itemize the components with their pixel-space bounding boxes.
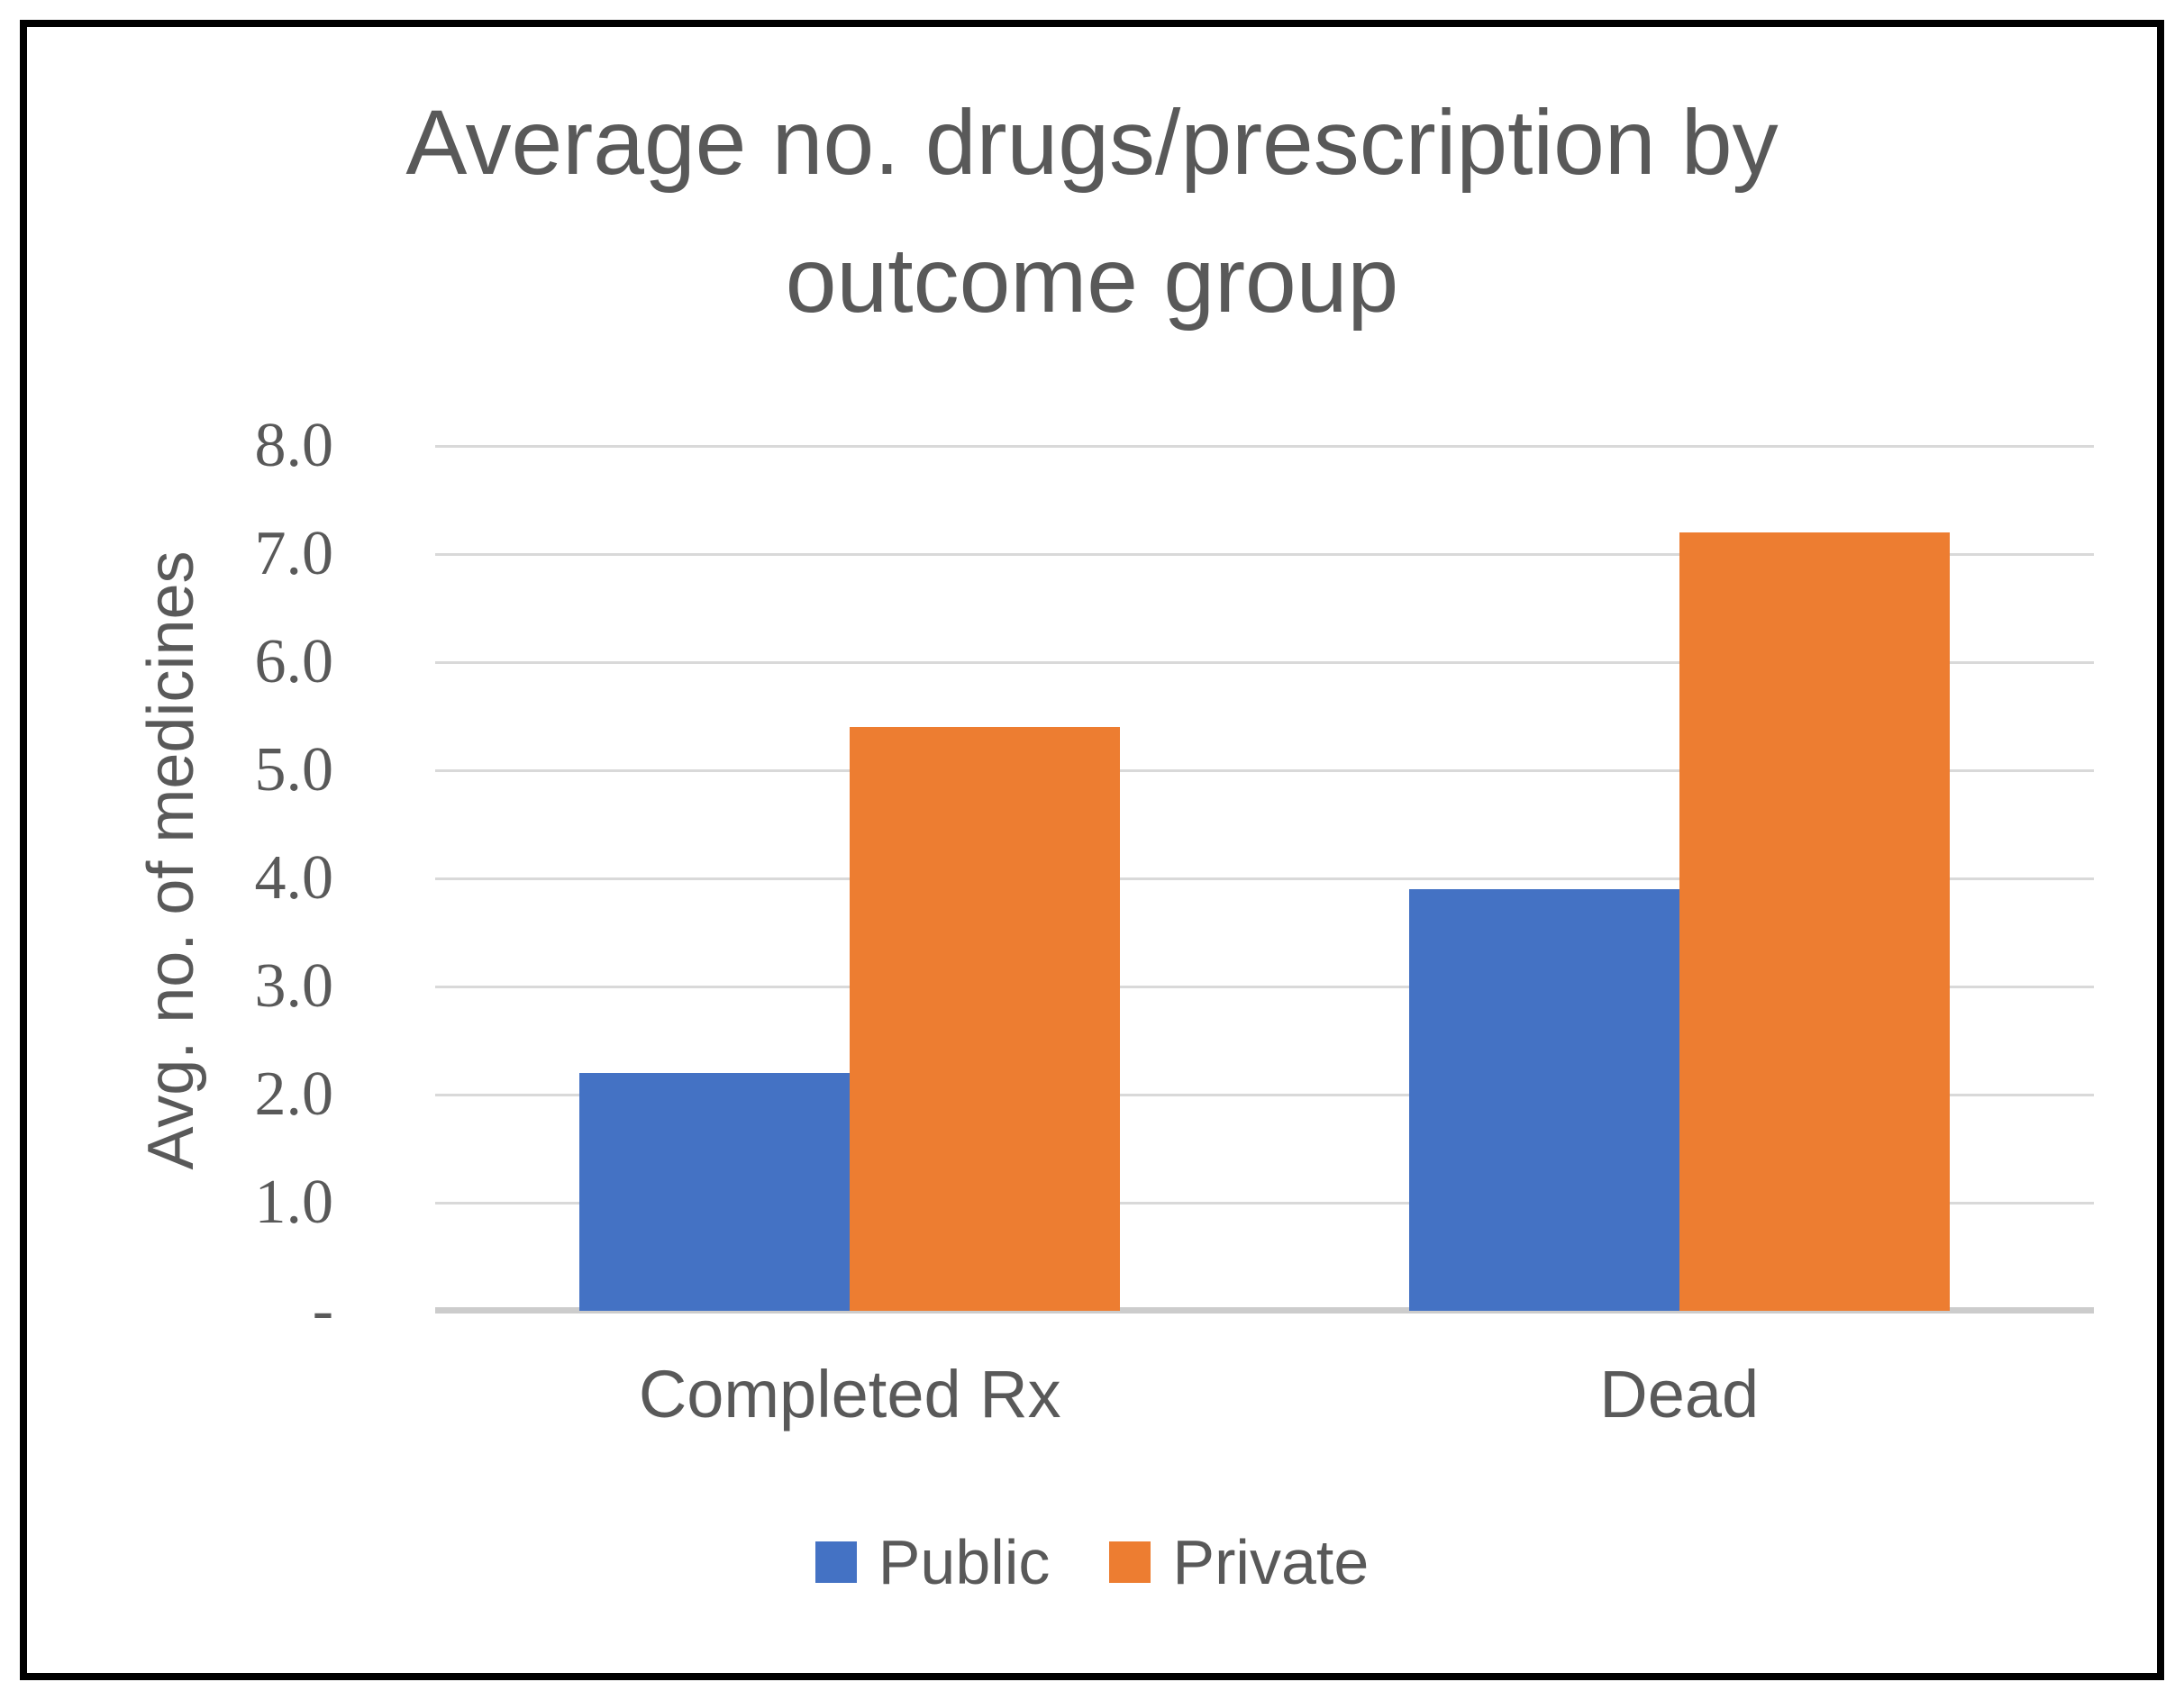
gridline-4 [435,877,2094,880]
y-tick-label-5.0: 5.0 [254,735,334,805]
legend-label-public: Public [878,1527,1051,1597]
bar-private-completed-rx [850,727,1121,1311]
legend-swatch-private [1109,1541,1151,1583]
chart-title: Average no. drugs/prescription by outcom… [0,74,2184,350]
gridline-7 [435,553,2094,556]
chart-title-line-2: outcome group [785,229,1399,332]
bar-public-dead [1408,889,1679,1311]
y-axis-tick-labels: - 1.0 2.0 3.0 4.0 5.0 6.0 7.0 8.0 [90,412,334,1345]
chart-title-line-1: Average no. drugs/prescription by [405,91,1779,194]
y-tick-label-3.0: 3.0 [254,951,334,1021]
x-category-label-dead: Dead [1599,1357,1760,1432]
y-tick-label-1.0: 1.0 [254,1168,334,1237]
gridline-2 [435,1094,2094,1096]
legend-swatch-public [814,1541,857,1583]
legend-item-private: Private [1109,1526,1369,1598]
legend-label-private: Private [1172,1527,1370,1597]
y-tick-label-7.0: 7.0 [254,519,334,588]
gridline-1 [435,1202,2094,1205]
y-tick-label-6.0: 6.0 [254,627,334,696]
y-tick-label-8.0: 8.0 [254,411,334,480]
x-axis-line [435,1307,2094,1314]
bar-private-dead [1679,532,1950,1311]
y-tick-label-2.0: 2.0 [254,1059,334,1129]
gridline-6 [435,661,2094,664]
gridline-5 [435,769,2094,772]
plot-area [435,445,2094,1314]
y-tick-label-4.0: 4.0 [254,843,334,913]
y-tick-label--: - [312,1276,333,1345]
bar-public-completed-rx [579,1073,851,1311]
x-axis-category-labels: Completed Rx Dead [435,1354,2094,1444]
x-category-label-completed-rx: Completed Rx [638,1357,1061,1432]
legend-item-public: Public [814,1526,1051,1598]
gridline-8 [435,445,2094,448]
gridline-3 [435,986,2094,988]
chart-legend: Public Private [0,1526,2184,1598]
